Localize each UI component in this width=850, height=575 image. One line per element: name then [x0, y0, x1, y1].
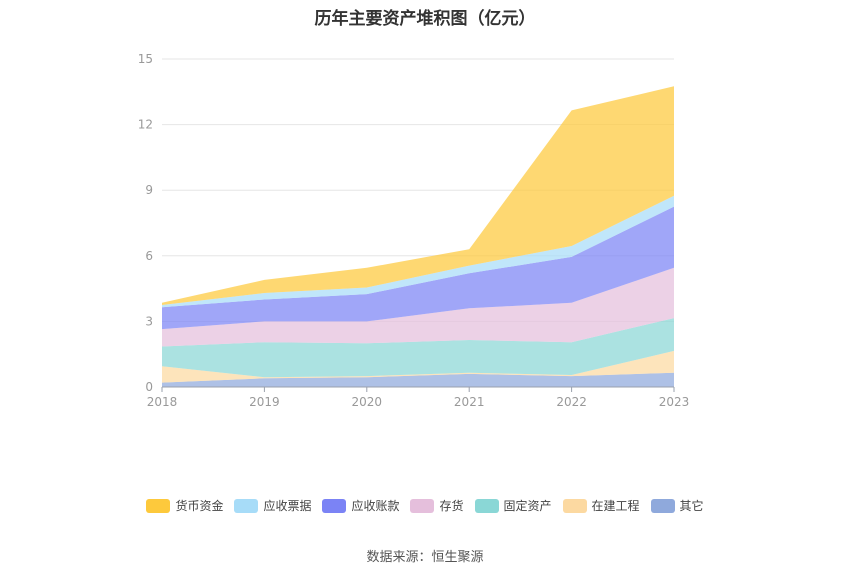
legend-swatch	[474, 498, 499, 513]
y-tick-label: 3	[145, 314, 153, 328]
legend-label: 在建工程	[591, 499, 640, 513]
legend-label: 应收账款	[351, 499, 400, 513]
legend-item[interactable]: 其它	[650, 497, 704, 514]
legend-swatch	[234, 498, 259, 513]
legend-swatch	[650, 498, 675, 513]
legend-swatch	[322, 498, 347, 513]
legend-label: 货币资金	[175, 499, 224, 513]
y-tick-label: 6	[145, 249, 153, 263]
legend-swatch	[146, 498, 171, 513]
data-source: 数据来源：恒生聚源	[366, 550, 484, 565]
stacked-area-chart: 0 3 6 9 12 15 2018 2019 2020 2021 2022 2023	[138, 52, 690, 409]
legend-label: 应收票据	[263, 499, 312, 513]
legend-item[interactable]: 应收账款	[322, 497, 399, 514]
area-货币资金	[162, 86, 674, 305]
x-axis	[161, 386, 675, 392]
x-tick-label: 2023	[659, 395, 690, 409]
legend-item[interactable]: 存货	[410, 497, 464, 514]
area-series	[162, 86, 674, 387]
x-axis-ticks: 2018 2019 2020 2021 2022 2023	[147, 395, 690, 409]
legend-item[interactable]: 在建工程	[562, 497, 640, 514]
area-应收账款	[162, 206, 674, 330]
area-应收票据	[162, 195, 674, 308]
legend-item[interactable]: 应收票据	[234, 497, 311, 514]
area-在建工程	[162, 350, 674, 383]
legend-item[interactable]: 固定资产	[474, 497, 552, 514]
area-固定资产	[162, 318, 674, 378]
chart-title: 历年主要资产堆积图（亿元）	[314, 9, 536, 29]
legend-label: 固定资产	[503, 499, 552, 513]
x-tick-label: 2021	[454, 395, 485, 409]
y-tick-label: 12	[138, 118, 153, 132]
x-tick-label: 2018	[147, 395, 178, 409]
legend: 货币资金 应收票据 应收账款 存货 固定资产 在建工程 其它	[0, 497, 850, 514]
y-tick-label: 15	[138, 52, 153, 66]
legend-item[interactable]: 货币资金	[146, 497, 223, 514]
x-tick-label: 2019	[249, 395, 280, 409]
x-tick-label: 2020	[352, 395, 383, 409]
y-tick-label: 0	[145, 380, 153, 394]
legend-swatch	[410, 498, 435, 513]
area-其它	[162, 372, 674, 387]
area-存货	[162, 267, 674, 347]
y-tick-label: 9	[145, 183, 153, 197]
legend-label: 其它	[679, 499, 704, 513]
legend-label: 存货	[439, 499, 464, 513]
y-axis-ticks: 0 3 6 9 12 15	[138, 52, 153, 394]
legend-swatch	[562, 498, 587, 513]
x-tick-label: 2022	[556, 395, 587, 409]
